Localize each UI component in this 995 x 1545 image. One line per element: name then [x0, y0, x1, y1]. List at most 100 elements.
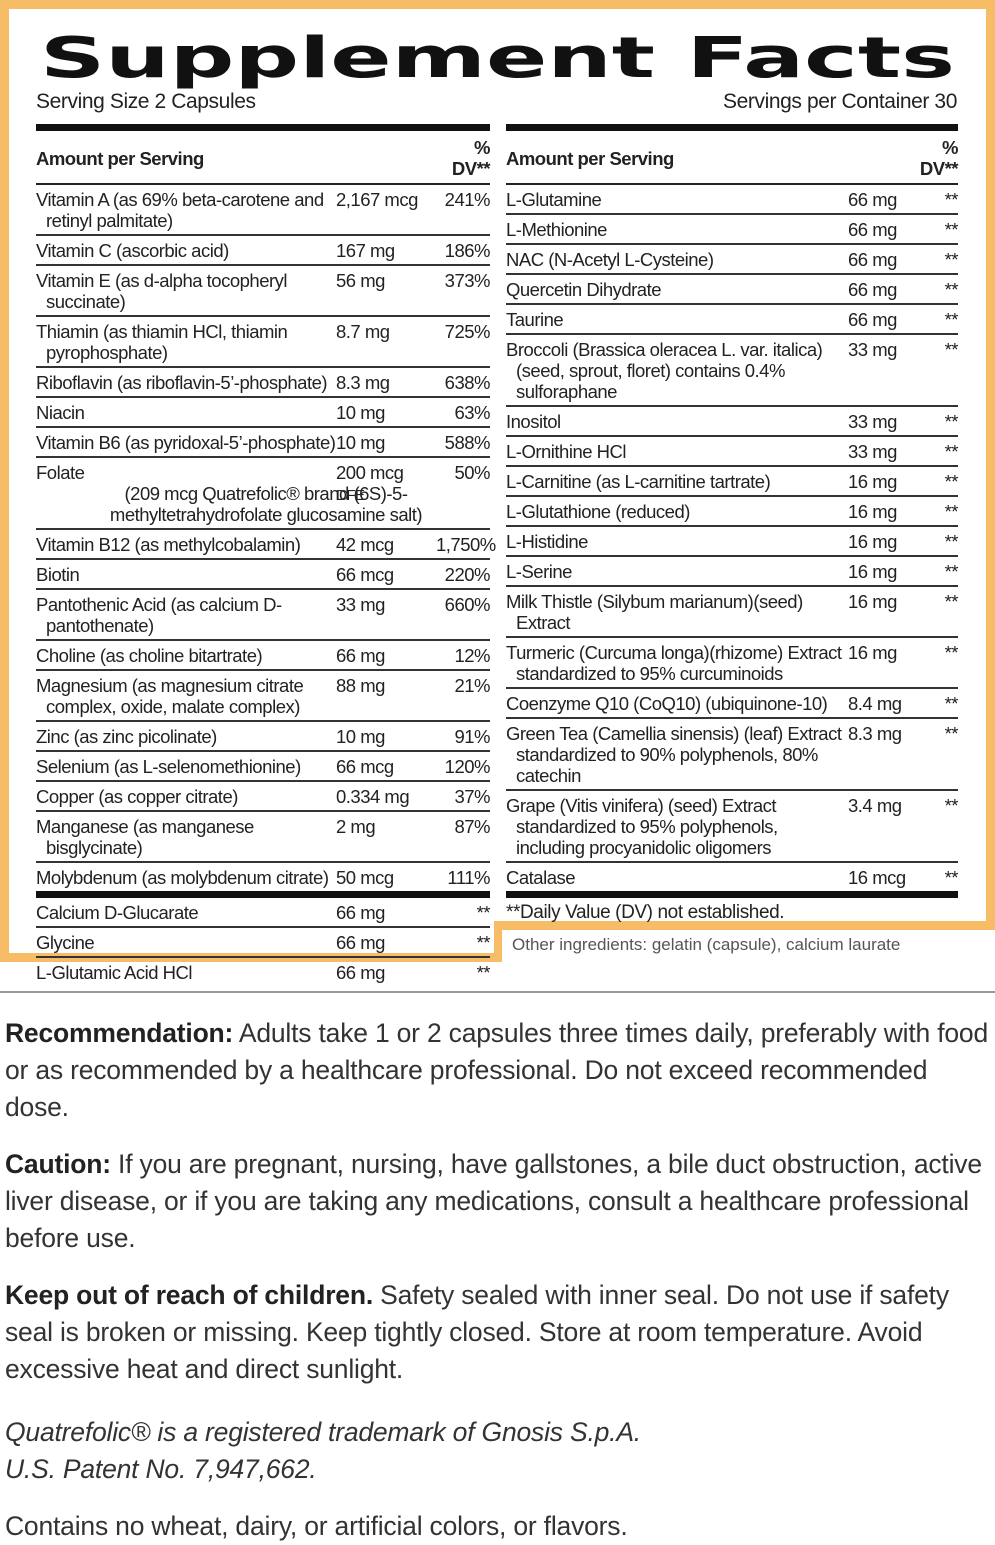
amount: 66 mg	[336, 932, 385, 953]
dv-cell: 21%	[436, 670, 491, 722]
nutrient-cell: Milk Thistle (Silybum marianum)(seed) Ex…	[506, 586, 848, 638]
nutrient-cell: Vitamin A (as 69% beta-carotene and reti…	[36, 184, 336, 236]
dv-cell: 63%	[436, 397, 491, 428]
dv-cell: **	[476, 962, 491, 983]
amount: 2 mg	[336, 816, 376, 837]
nutrient-name: Folate	[36, 462, 85, 483]
amount-cell: 66 mg	[848, 304, 918, 335]
nutrient-name: Quercetin Dihydrate	[506, 279, 662, 300]
note-label: Recommendation:	[5, 1018, 234, 1048]
amount-cell: 42 mcg	[336, 529, 436, 560]
amount-unit: DFE	[336, 487, 365, 504]
amount-cell: 56 mg	[336, 265, 436, 317]
amount: 33 mg	[848, 411, 897, 432]
amount-cell: 16 mcg	[848, 862, 918, 898]
facts-table: Amount per Serving% DV** L-Glutamine 66 mg…	[506, 131, 959, 898]
nutrient-name: Vitamin B12 (as methylcobalamin)	[36, 534, 301, 555]
nutrient-row: Catalase 16 mcg **	[506, 862, 959, 898]
nutrient-name: L-Ornithine HCl	[506, 441, 627, 462]
header-amount: Amount per Serving	[506, 131, 918, 185]
nutrient-name: L-Glutathione (reduced)	[506, 501, 690, 522]
dv-cell: 12%	[436, 640, 491, 671]
amount-cell: 66 mg	[336, 894, 436, 928]
nutrient-cell: Catalase	[506, 862, 848, 898]
nutrient-name: Zinc (as zinc picolinate)	[36, 726, 217, 747]
amount: 66 mg	[336, 645, 385, 666]
nutrient-name: Manganese (as manganese bisglycinate)	[36, 816, 254, 858]
amount: 56 mg	[336, 270, 385, 291]
nutrient-row: Taurine 66 mg **	[506, 304, 959, 335]
nutrient-row: Coenzyme Q10 (CoQ10) (ubiquinone-10) 8.4 …	[506, 688, 959, 719]
nutrient-cell: Magnesium (as magnesium citrate complex,…	[36, 670, 336, 722]
header-dv: % DV**	[436, 131, 491, 185]
nutrient-cell: Vitamin C (ascorbic acid)	[36, 235, 336, 266]
dv-cell: **	[436, 927, 491, 958]
nutrient-row: Glycine 66 mg **	[36, 927, 491, 958]
dv-cell: **	[918, 586, 959, 638]
nutrient-cell: Folate (209 mcg Quatrefolic® brand (6S)-5…	[36, 457, 423, 530]
header-row: Amount per Serving% DV**	[36, 131, 491, 185]
nutrient-name: Thiamin (as thiamin HCl, thiamin pyropho…	[36, 321, 288, 363]
dv-cell: 725%	[436, 316, 491, 368]
nutrient-name: Choline (as choline bitartrate)	[36, 645, 263, 666]
amount-cell: 16 mg	[848, 466, 918, 497]
note-text: Safety sealed with inner seal. Do not us…	[5, 1280, 949, 1384]
nutrient-cell: Broccoli (Brassica oleracea L. var. ital…	[506, 334, 848, 407]
nutrient-name: L-Methionine	[506, 219, 607, 240]
nutrient-name: Magnesium (as magnesium citrate complex,…	[36, 675, 304, 717]
dv-cell: **	[918, 274, 959, 305]
nutrient-name: Milk Thistle (Silybum marianum)(seed) Ex…	[506, 591, 803, 633]
nutrient-name: L-Carnitine (as L-carnitine tartrate)	[506, 471, 771, 492]
nutrient-name: Riboflavin (as riboflavin-5’-phosphate)	[36, 372, 328, 393]
nutrient-row: L-Histidine 16 mg **	[506, 526, 959, 557]
amount-cell: 66 mg	[848, 274, 918, 305]
amount-cell: 66 mg	[848, 184, 918, 215]
amount: 66 mg	[848, 189, 897, 210]
amount: 88 mg	[336, 675, 385, 696]
nutrient-row: Milk Thistle (Silybum marianum)(seed) Ex…	[506, 586, 959, 638]
nutrient-row: L-Ornithine HCl 33 mg **	[506, 436, 959, 467]
trademark-line: U.S. Patent No. 7,947,662.	[5, 1454, 317, 1484]
nutrient-row: Molybdenum (as molybdenum citrate) 50 mcg…	[36, 862, 491, 898]
nutrient-row: Vitamin B6 (as pyridoxal-5’-phosphate) 10…	[36, 427, 491, 458]
nutrient-row: Zinc (as zinc picolinate) 10 mg 91%	[36, 721, 491, 752]
nutrient-cell: Zinc (as zinc picolinate)	[36, 721, 336, 752]
nutrient-row: Choline (as choline bitartrate) 66 mg 12%	[36, 640, 491, 671]
amount: 2,167 mcg	[336, 189, 418, 210]
amount-cell: 66 mcg	[336, 751, 436, 782]
amount-cell: 16 mg	[848, 556, 918, 587]
dv-cell: **	[918, 556, 959, 587]
nutrient-cell: Pantothenic Acid (as calcium D-pantothen…	[36, 589, 336, 641]
footnote: **Daily Value (DV) not established.	[506, 902, 785, 923]
nutrient-cell: Niacin	[36, 397, 336, 428]
amount: 66 mg	[848, 219, 897, 240]
amount-cell: 8.7 mg	[336, 316, 436, 368]
nutrient-row: L-Glutamine 66 mg **	[506, 184, 959, 215]
amount-cell: 8.3 mg	[336, 367, 436, 398]
note-text: If you are pregnant, nursing, have galls…	[5, 1149, 982, 1253]
nutrient-cell: Biotin	[36, 559, 336, 590]
nutrient-row: Biotin 66 mcg 220%	[36, 559, 491, 590]
nutrient-cell: Inositol	[506, 406, 848, 437]
nutrient-row: Vitamin C (ascorbic acid) 167 mg 186%	[36, 235, 491, 266]
left-table: Amount per Serving% DV** Vitamin A (as 69…	[36, 124, 496, 986]
amount: 16 mg	[848, 531, 897, 552]
facts-table: Amount per Serving% DV** Vitamin A (as 69…	[36, 131, 496, 986]
amount: 10 mg	[336, 726, 385, 747]
amount: 200 mcg	[336, 462, 404, 483]
nutrient-cell: Green Tea (Camellia sinensis) (leaf) Ext…	[506, 718, 848, 791]
nutrient-cell: L-Carnitine (as L-carnitine tartrate)	[506, 466, 848, 497]
nutrient-row: L-Carnitine (as L-carnitine tartrate) 16 …	[506, 466, 959, 497]
nutrient-cell: Taurine	[506, 304, 848, 335]
amount: 16 mg	[848, 561, 897, 582]
nutrient-cell: Calcium D-Glucarate	[36, 894, 336, 928]
nutrient-cell: L-Histidine	[506, 526, 848, 557]
nutrient-row: NAC (N-Acetyl L-Cysteine) 66 mg **	[506, 244, 959, 275]
amount-cell: 10 mg	[336, 397, 436, 428]
nutrient-row: L-Methionine 66 mg **	[506, 214, 959, 245]
amount-cell: 33 mg	[848, 406, 918, 437]
nutrient-row: Selenium (as L-selenomethionine) 66 mcg 12…	[36, 751, 491, 782]
dv-cell: **	[918, 790, 959, 863]
